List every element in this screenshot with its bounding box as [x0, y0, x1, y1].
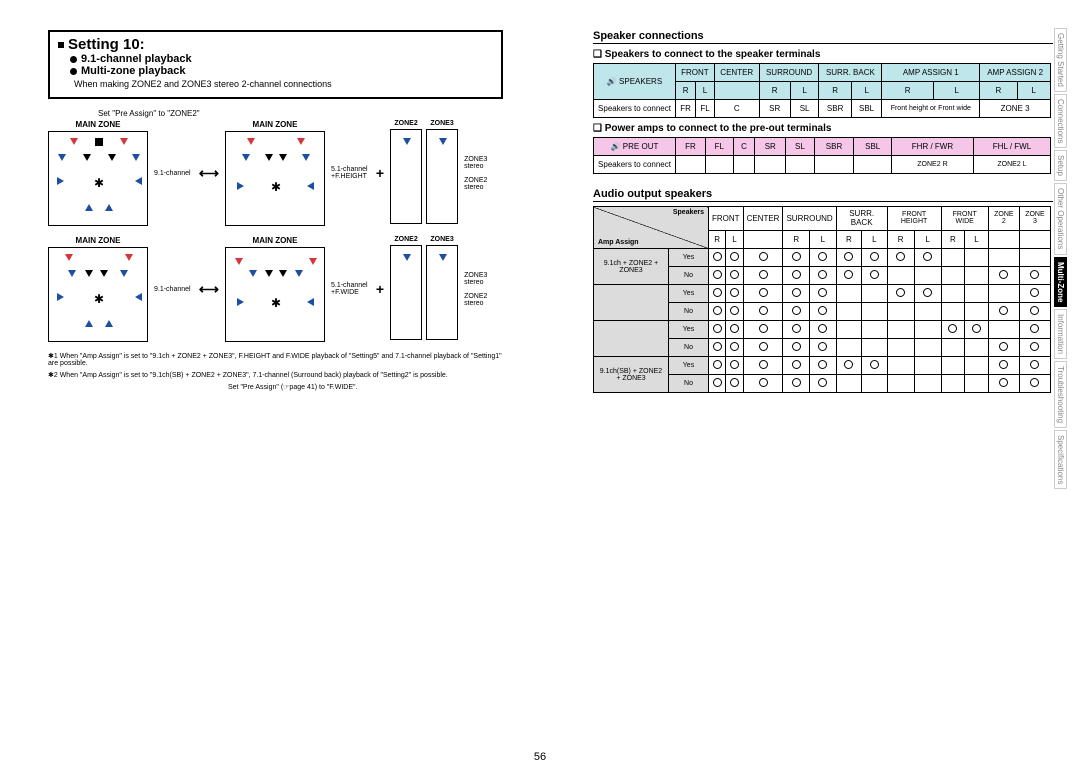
nav-tab-getting-started[interactable]: Getting Started: [1054, 28, 1067, 92]
pre-assign-note: Set "Pre Assign" to "ZONE2": [98, 109, 503, 118]
page-number: 56: [0, 751, 1080, 763]
nav-tab-troubleshooting[interactable]: Troubleshooting: [1054, 361, 1067, 428]
zone-label: ZONE3: [426, 120, 458, 127]
plus-icon: +: [376, 281, 384, 297]
page-content: Setting 10: 9.1-channel playback Multi-z…: [48, 30, 1028, 730]
dia-text-z3b: ZONE3 stereoZONE2 stereo: [464, 272, 503, 307]
main-zone-diagram-a: ✱: [48, 131, 148, 226]
nav-tab-connections[interactable]: Connections: [1054, 94, 1067, 148]
zone-label: ZONE2: [390, 120, 422, 127]
footnote-1: ✱1 When "Amp Assign" is set to "9.1ch + …: [48, 352, 503, 367]
setting-ch91: 9.1-channel playback: [70, 53, 493, 65]
setting-note: When making ZONE2 and ZONE3 stereo 2-cha…: [74, 79, 493, 89]
zone-label: MAIN ZONE: [225, 120, 325, 129]
dia-text-51fw: 5.1-channel +F.WIDE: [331, 282, 370, 296]
nav-tab-multi-zone[interactable]: Multi-Zone: [1054, 257, 1067, 307]
main-zone-diagram-b: ✱: [225, 131, 325, 226]
main-zone-diagram-d: ✱: [225, 247, 325, 342]
sub-header-2: Power amps to connect to the pre-out ter…: [593, 123, 1053, 134]
diagram-area: Set "Pre Assign" to "ZONE2" MAIN ZONE ✱: [48, 109, 503, 391]
zone-label: MAIN ZONE: [225, 236, 325, 245]
dia-text-51fh: 5.1-channel +F.HEIGHT: [331, 166, 370, 180]
zone3-diagram: [426, 129, 458, 224]
zone-label: MAIN ZONE: [48, 120, 148, 129]
setting-box: Setting 10: 9.1-channel playback Multi-z…: [48, 30, 503, 99]
zone3-diagram: [426, 245, 458, 340]
dia-text-z3: ZONE3 stereoZONE2 stereo: [464, 156, 503, 191]
zone-label: MAIN ZONE: [48, 236, 148, 245]
preout-terminals-table: 🔊 PRE OUTFRFLCSRSLSBRSBLFHR / FWRFHL / F…: [593, 137, 1051, 174]
audio-output-header: Audio output speakers: [593, 188, 1053, 202]
setting-title: Setting 10:: [58, 36, 493, 53]
double-arrow-icon: ⟷: [199, 281, 219, 298]
speaker-connections-header: Speaker connections: [593, 30, 1053, 44]
footnote-2: ✱2 When "Amp Assign" is set to "9.1ch(SB…: [48, 371, 503, 379]
dia-text-91b: 9.1-channel: [154, 286, 193, 293]
nav-tab-other-operations[interactable]: Other Operations: [1054, 183, 1067, 254]
zone2-diagram: [390, 129, 422, 224]
nav-tab-specifications[interactable]: Specifications: [1054, 430, 1067, 489]
side-navigation-tabs: Getting Started Connections Setup Other Ope…: [1054, 28, 1068, 491]
nav-tab-information[interactable]: Information: [1054, 309, 1067, 359]
setting-mz: Multi-zone playback: [70, 65, 493, 77]
zone-label: ZONE3: [426, 236, 458, 243]
plus-icon: +: [376, 165, 384, 181]
right-column: Speaker connections Speakers to connect …: [593, 30, 1053, 393]
footnote-pre: Set "Pre Assign" (☞page 41) to "F.WIDE".: [228, 383, 503, 391]
nav-tab-setup[interactable]: Setup: [1054, 150, 1067, 181]
dia-text-91: 9.1-channel: [154, 170, 193, 177]
speaker-terminals-table: 🔊 SPEAKERS FRONT CENTER SURROUND SURR. B…: [593, 63, 1051, 118]
main-zone-diagram-c: ✱: [48, 247, 148, 342]
speaker-icon: 🔊: [607, 77, 617, 86]
zone2-diagram: [390, 245, 422, 340]
double-arrow-icon: ⟷: [199, 165, 219, 182]
audio-output-table: Speakers Amp Assign FRONT CENTER SURROUN…: [593, 206, 1051, 393]
zone-label: ZONE2: [390, 236, 422, 243]
sub-header-1: Speakers to connect to the speaker termi…: [593, 49, 1053, 60]
